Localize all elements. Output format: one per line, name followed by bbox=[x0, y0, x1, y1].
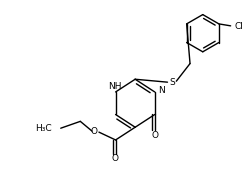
Text: NH: NH bbox=[108, 82, 121, 91]
Text: Cl: Cl bbox=[234, 22, 242, 31]
Text: O: O bbox=[151, 131, 158, 140]
Text: S: S bbox=[170, 78, 175, 87]
Text: N: N bbox=[158, 87, 165, 96]
Text: O: O bbox=[111, 154, 118, 163]
Text: O: O bbox=[91, 127, 98, 136]
Text: H₃C: H₃C bbox=[35, 124, 52, 133]
